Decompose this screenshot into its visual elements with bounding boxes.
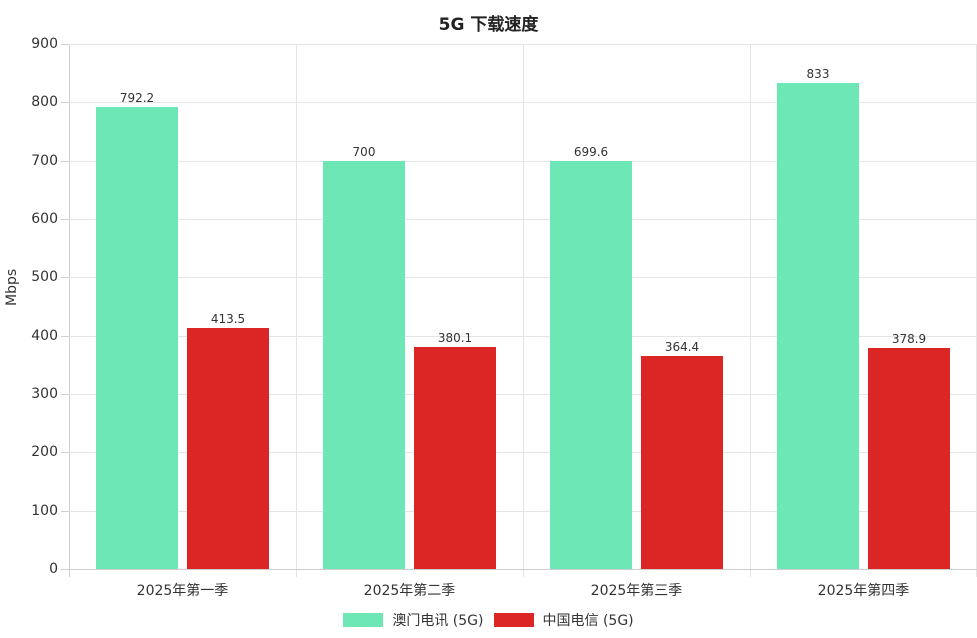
y-tick-label: 500 <box>31 269 58 286</box>
y-tick-mark <box>61 452 69 454</box>
y-tick-mark <box>61 160 69 162</box>
y-axis-line <box>69 44 70 577</box>
x-tick-label: 2025年第一季 <box>136 583 229 599</box>
legend-label: 中国电信 (5G) <box>542 613 634 629</box>
legend: 澳门电讯 (5G) 中国电信 (5G) <box>0 610 977 630</box>
y-tick-label: 200 <box>31 444 58 461</box>
bar-value-label: 699.6 <box>573 144 609 159</box>
y-tick-label: 700 <box>31 152 58 169</box>
bar-ctm[interactable] <box>323 160 405 569</box>
y-tick-label: 0 <box>49 561 58 577</box>
y-tick-mark <box>61 394 69 395</box>
legend-swatch <box>493 613 534 627</box>
bar-value-label: 378.9 <box>891 331 927 346</box>
bar-ctm[interactable] <box>96 106 178 569</box>
y-tick-mark <box>61 102 69 104</box>
y-tick-mark <box>61 44 69 45</box>
bar-value-label: 380.1 <box>437 331 473 346</box>
bar-china-telecom[interactable] <box>187 327 269 569</box>
bar-china-telecom[interactable] <box>641 356 723 569</box>
y-tick-mark <box>61 335 69 337</box>
y-tick-label: 100 <box>31 502 58 519</box>
x-tick-label: 2025年第三季 <box>590 583 683 599</box>
x-axis-line <box>61 569 977 570</box>
legend-item[interactable]: 中国电信 (5G) <box>493 610 634 630</box>
bar-china-telecom[interactable] <box>414 347 496 569</box>
legend-swatch <box>343 613 384 627</box>
y-tick-mark <box>61 510 69 512</box>
bar-value-label: 833 <box>806 67 830 82</box>
y-tick-mark <box>61 219 69 220</box>
y-tick-label: 600 <box>31 211 58 227</box>
bar-value-label: 792.2 <box>119 90 155 105</box>
bar-value-label: 364.4 <box>664 340 700 355</box>
y-tick-mark <box>61 277 69 279</box>
legend-item[interactable]: 澳门电讯 (5G) <box>343 610 484 630</box>
y-tick-label: 300 <box>31 386 58 402</box>
plot-area: 0 100 200 300 400 500 600 700 800 900 792.2 413.5 70… <box>31 36 977 577</box>
gridline-vertical <box>750 44 751 577</box>
y-tick-label: 900 <box>31 36 58 52</box>
bar-china-telecom[interactable] <box>868 347 950 569</box>
x-tick-label: 2025年第二季 <box>363 583 456 599</box>
y-tick-label: 400 <box>31 327 58 344</box>
bar-value-label: 700 <box>352 144 376 159</box>
bar-value-label: 413.5 <box>210 311 246 326</box>
gridline-vertical <box>523 44 524 577</box>
gridline-vertical <box>296 44 297 577</box>
bar-ctm[interactable] <box>777 83 859 569</box>
x-tick-label: 2025年第四季 <box>817 583 910 599</box>
legend-label: 澳门电讯 (5G) <box>392 613 484 629</box>
y-tick-label: 800 <box>31 94 58 111</box>
bar-ctm[interactable] <box>550 160 632 569</box>
chart-title: 5G 下载速度 <box>438 15 539 35</box>
